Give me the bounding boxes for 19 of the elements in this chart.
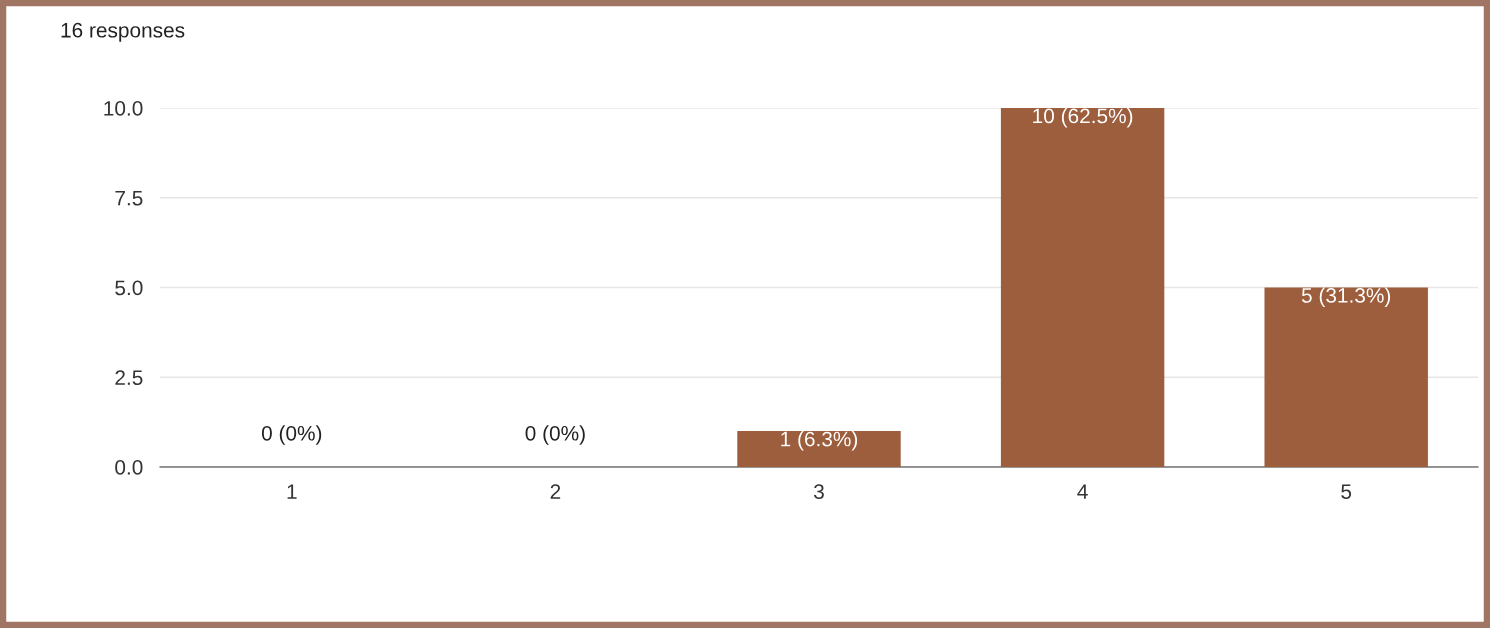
y-tick-label: 2.5: [115, 370, 143, 385]
bar: [1000, 108, 1165, 467]
x-tick-label: 5: [1341, 484, 1352, 499]
y-tick-label: 5.0: [115, 280, 143, 296]
bar: [737, 431, 901, 467]
y-tick-label: 10.0: [104, 101, 143, 116]
data-label: 1 (6.3%): [781, 431, 858, 451]
data-label: 0 (0%): [261, 425, 322, 445]
bar: [1264, 287, 1428, 467]
y-tick-label: 0.0: [115, 460, 143, 475]
data-label: 0 (0%): [525, 425, 585, 445]
x-tick-label: 2: [550, 484, 561, 499]
x-tick-label: 1: [287, 484, 297, 499]
data-label: 10 (62.5%): [1033, 108, 1133, 128]
y-tick-label: 7.5: [115, 190, 143, 206]
data-label: 5 (31.3%): [1301, 287, 1391, 307]
x-tick-label: 3: [814, 484, 824, 499]
chart-title: 16 responses: [61, 22, 185, 42]
x-tick-label: 4: [1077, 484, 1088, 499]
